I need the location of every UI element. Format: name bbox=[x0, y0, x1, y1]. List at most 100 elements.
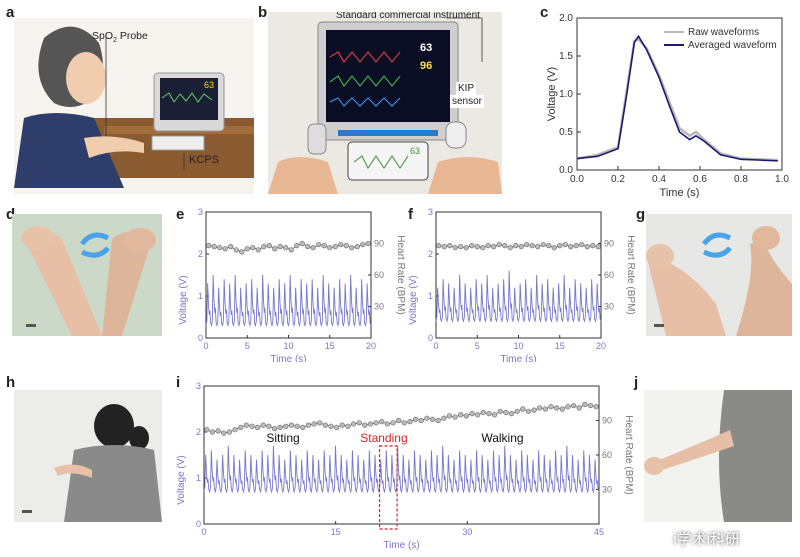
heart-rate-point bbox=[595, 244, 601, 250]
x-tick-label: 15 bbox=[555, 341, 565, 351]
panel-label-j: j bbox=[634, 374, 639, 391]
heart-rate-point bbox=[475, 412, 481, 418]
y-axis-label: Voltage (V) bbox=[176, 455, 187, 504]
heart-rate-point bbox=[565, 404, 571, 410]
monitor-value-spo2: 96 bbox=[420, 60, 433, 72]
x-tick-label: 0 bbox=[201, 527, 206, 537]
y-right-tick-label: 90 bbox=[374, 239, 384, 249]
heart-rate-point bbox=[379, 419, 385, 425]
heart-rate-point bbox=[261, 244, 267, 250]
panel-g-drawing bbox=[646, 226, 792, 336]
heart-rate-point bbox=[209, 429, 216, 435]
heart-rate-point bbox=[277, 244, 283, 250]
heart-rate-point bbox=[486, 410, 492, 417]
heart-rate-point bbox=[401, 420, 407, 426]
x-tick-label: 45 bbox=[594, 527, 604, 537]
heart-rate-point bbox=[582, 401, 588, 408]
heart-rate-point bbox=[587, 402, 594, 409]
heart-rate-point bbox=[579, 241, 585, 248]
heart-rate-point bbox=[255, 424, 261, 431]
left-fist bbox=[22, 226, 54, 250]
heart-rate-point bbox=[525, 408, 532, 414]
heart-rate-point bbox=[469, 242, 475, 249]
panel-j-drawing bbox=[644, 390, 792, 522]
y-axis-label: Voltage (V) bbox=[178, 275, 189, 324]
heart-rate-point bbox=[562, 241, 568, 248]
y-right-tick-label: 90 bbox=[604, 239, 614, 249]
heart-rate-point bbox=[217, 245, 223, 251]
heart-rate-point bbox=[458, 244, 464, 250]
heart-rate-point bbox=[531, 407, 537, 413]
x-tick-label: 30 bbox=[462, 527, 472, 537]
panel-label-g: g bbox=[636, 206, 646, 223]
y-tick-label: 0.0 bbox=[559, 165, 573, 176]
y-tick-label: 1 bbox=[196, 473, 201, 483]
y-right-tick-label: 60 bbox=[602, 450, 612, 460]
heart-rate-point bbox=[221, 430, 227, 436]
panel-d-drawing bbox=[22, 226, 156, 336]
x-tick-label: 10 bbox=[283, 341, 293, 351]
x-axis-label: Time (s) bbox=[500, 354, 536, 362]
y-right-tick-label: 30 bbox=[604, 302, 614, 312]
heart-rate-point bbox=[546, 242, 552, 249]
heart-rate-point bbox=[367, 421, 374, 427]
heart-rate-point bbox=[384, 421, 390, 427]
heart-rate-point bbox=[571, 402, 577, 409]
heart-rate-point bbox=[502, 242, 508, 249]
y-tick-label: 1.5 bbox=[559, 51, 573, 62]
heart-rate-point bbox=[418, 417, 424, 424]
heart-rate-point bbox=[300, 424, 306, 431]
x-tick-label: 10 bbox=[513, 341, 523, 351]
heart-rate-point bbox=[311, 421, 317, 427]
panel-g-photo bbox=[646, 214, 792, 336]
heart-rate-point bbox=[480, 409, 486, 416]
voltage-trace bbox=[435, 270, 602, 323]
y-right-tick-label: 60 bbox=[604, 270, 614, 280]
heart-rate-point bbox=[540, 241, 546, 248]
heart-rate-point bbox=[338, 241, 344, 248]
panel-d-photo bbox=[12, 214, 162, 336]
heart-rate-point bbox=[429, 416, 436, 422]
heart-rate-point bbox=[513, 242, 519, 249]
heart-rate-point bbox=[266, 423, 272, 429]
spo2-probe bbox=[307, 123, 327, 155]
kip-sensor bbox=[445, 121, 467, 149]
right-arm bbox=[736, 238, 792, 336]
heart-rate-point bbox=[507, 245, 513, 251]
heart-rate-point bbox=[548, 404, 554, 410]
heart-rate-line bbox=[206, 403, 597, 434]
heart-rate-point bbox=[204, 427, 210, 433]
plot-frame bbox=[205, 211, 372, 339]
heart-rate-point bbox=[373, 420, 379, 426]
left-hand bbox=[268, 157, 338, 194]
y-right-axis-label: Heart Rate (BPM) bbox=[395, 235, 406, 314]
heart-rate-point bbox=[215, 428, 221, 434]
y-tick-label: 1 bbox=[198, 291, 203, 301]
x-axis-label: Time (s) bbox=[660, 187, 700, 198]
chart-i: 0 15 30 45 0 1 2 3 30 60 90 Time (s) Voltage (V) Hear… bbox=[176, 381, 634, 551]
y-right-axis-label: Heart Rate (BPM) bbox=[623, 415, 634, 494]
x-tick-label: 0.8 bbox=[734, 174, 748, 185]
y-tick-label: 0 bbox=[196, 519, 201, 529]
left-fist bbox=[646, 244, 674, 268]
heart-rate-point bbox=[441, 415, 447, 421]
scale-bar bbox=[654, 324, 664, 327]
heart-rate-point bbox=[559, 406, 565, 412]
x-tick-label: 0.0 bbox=[570, 174, 584, 185]
annotation-sitting: Sitting bbox=[266, 431, 299, 445]
heart-rate-point bbox=[360, 241, 366, 248]
heart-rate-point bbox=[492, 412, 498, 418]
heart-rate-point bbox=[452, 414, 458, 420]
kip-sensor-label-2: sensor bbox=[450, 95, 485, 108]
heart-rate-point bbox=[334, 424, 340, 431]
heart-rate-point bbox=[317, 420, 323, 426]
heart-rate-point bbox=[458, 412, 464, 418]
monitor-value-hr: 63 bbox=[420, 42, 433, 54]
panel-label-e: e bbox=[176, 206, 185, 223]
heart-rate-point bbox=[514, 408, 520, 414]
panel-a-illustration: SpO2 Probe KCPS 63 bbox=[14, 18, 254, 194]
heart-rate-point bbox=[436, 242, 442, 249]
heart-rate-point bbox=[557, 242, 563, 249]
kip-sensor-label-1: KIP bbox=[456, 82, 477, 95]
heart-rate-point bbox=[321, 242, 327, 249]
